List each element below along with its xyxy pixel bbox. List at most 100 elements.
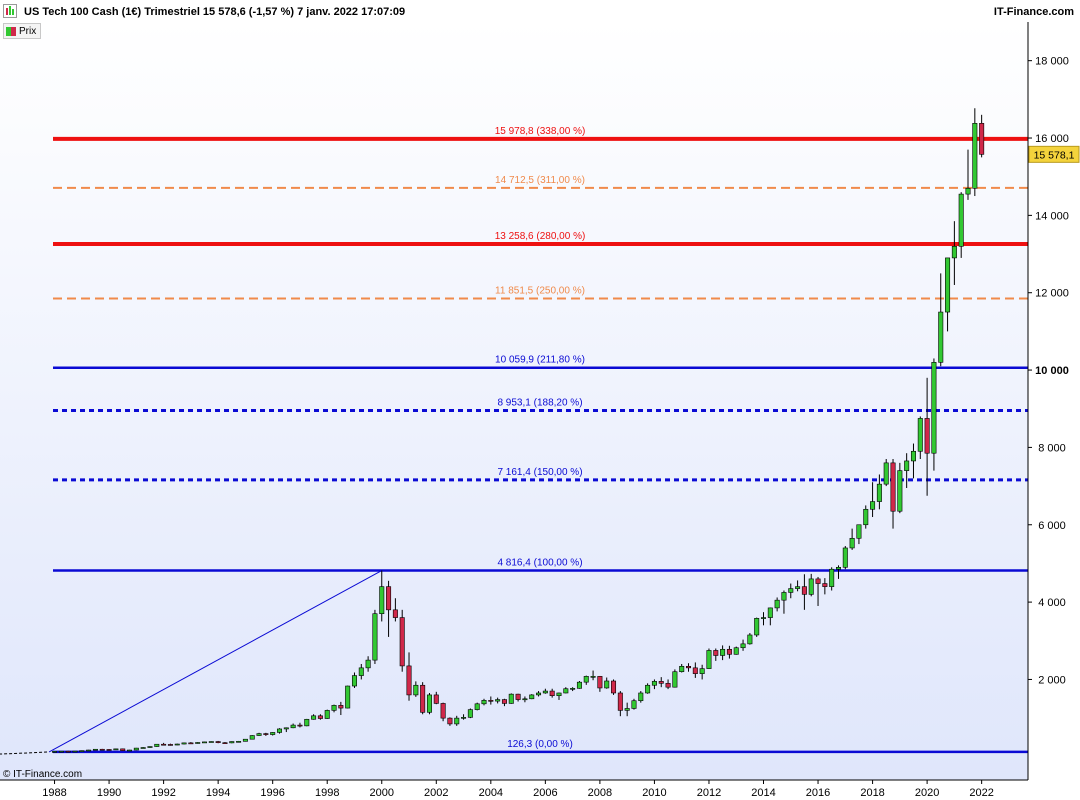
candle-body[interactable] <box>426 694 432 713</box>
candle-body[interactable] <box>208 741 214 743</box>
candle-body[interactable] <box>597 676 603 689</box>
candle-body[interactable] <box>154 743 160 747</box>
candle-body[interactable] <box>951 246 957 259</box>
candle-body[interactable] <box>801 586 807 595</box>
candle-body[interactable] <box>611 680 617 694</box>
candle-body[interactable] <box>79 750 85 752</box>
candle-body[interactable] <box>379 586 385 615</box>
candle-body[interactable] <box>508 693 514 704</box>
candle-body[interactable] <box>236 741 242 743</box>
candle-body[interactable] <box>256 733 262 736</box>
candle-body[interactable] <box>965 187 971 195</box>
candle-body[interactable] <box>761 617 767 619</box>
candle-body[interactable] <box>849 537 855 549</box>
candle-body[interactable] <box>876 483 882 502</box>
candle-body[interactable] <box>406 665 412 696</box>
candle-body[interactable] <box>542 690 548 694</box>
candle-body[interactable] <box>440 703 446 719</box>
candle-body[interactable] <box>461 717 467 719</box>
candle-body[interactable] <box>945 257 951 313</box>
candle-body[interactable] <box>692 667 698 674</box>
candle-body[interactable] <box>345 685 351 709</box>
candle-body[interactable] <box>679 665 685 673</box>
candle-body[interactable] <box>420 684 426 713</box>
candle-body[interactable] <box>638 692 644 702</box>
candle-body[interactable] <box>99 748 105 751</box>
candle-body[interactable] <box>106 749 112 751</box>
candle-body[interactable] <box>86 749 92 752</box>
candle-body[interactable] <box>733 647 739 655</box>
candle-body[interactable] <box>331 705 337 711</box>
candle-body[interactable] <box>65 750 71 753</box>
candle-body[interactable] <box>474 703 480 710</box>
candle-body[interactable] <box>590 676 596 678</box>
candle-body[interactable] <box>972 123 978 189</box>
candle-body[interactable] <box>215 741 221 743</box>
candle-body[interactable] <box>351 675 357 687</box>
candle-body[interactable] <box>120 748 126 751</box>
candle-body[interactable] <box>72 750 78 753</box>
candle-body[interactable] <box>576 681 582 689</box>
candle-body[interactable] <box>290 724 296 729</box>
candle-body[interactable] <box>788 588 794 593</box>
candle-body[interactable] <box>304 718 310 727</box>
candle-body[interactable] <box>495 699 501 702</box>
candle-body[interactable] <box>536 692 542 696</box>
candle-body[interactable] <box>665 683 671 688</box>
candle-body[interactable] <box>188 742 194 745</box>
candle-body[interactable] <box>658 681 664 684</box>
candle-body[interactable] <box>556 692 562 696</box>
candle-body[interactable] <box>202 741 208 744</box>
candle-body[interactable] <box>583 676 589 683</box>
candle-body[interactable] <box>897 470 903 512</box>
candle-body[interactable] <box>311 715 317 720</box>
candle-body[interactable] <box>767 607 773 618</box>
candle-body[interactable] <box>726 648 732 655</box>
candle-body[interactable] <box>747 634 753 645</box>
candle-body[interactable] <box>522 698 528 701</box>
candle-body[interactable] <box>433 694 439 704</box>
chart-menu-icon[interactable] <box>3 4 17 18</box>
candle-body[interactable] <box>631 700 637 709</box>
candle-body[interactable] <box>372 613 378 661</box>
candle-body[interactable] <box>242 738 248 742</box>
candle-body[interactable] <box>263 733 269 735</box>
candle-body[interactable] <box>167 744 173 746</box>
candle-body[interactable] <box>856 524 862 539</box>
candle-body[interactable] <box>924 418 930 454</box>
candle-body[interactable] <box>386 586 392 611</box>
candle-body[interactable] <box>113 748 119 751</box>
candle-body[interactable] <box>52 751 58 753</box>
candle-body[interactable] <box>392 609 398 618</box>
candle-body[interactable] <box>365 659 371 669</box>
candle-body[interactable] <box>488 700 494 702</box>
candle-body[interactable] <box>617 692 623 711</box>
candle-body[interactable] <box>795 586 801 589</box>
candle-body[interactable] <box>645 684 651 694</box>
candle-body[interactable] <box>686 665 692 669</box>
candle-body[interactable] <box>958 193 964 247</box>
candle-body[interactable] <box>270 732 276 735</box>
candle-body[interactable] <box>297 724 303 727</box>
candle-body[interactable] <box>713 650 719 656</box>
candle-body[interactable] <box>863 508 869 526</box>
candle-body[interactable] <box>317 715 323 719</box>
candle-body[interactable] <box>931 362 937 454</box>
candle-body[interactable] <box>672 671 678 688</box>
candle-body[interactable] <box>454 717 460 725</box>
candle-body[interactable] <box>883 462 889 485</box>
candle-body[interactable] <box>147 746 153 748</box>
candle-body[interactable] <box>161 743 167 746</box>
candle-body[interactable] <box>842 547 848 568</box>
candle-body[interactable] <box>774 599 780 609</box>
candle-body[interactable] <box>829 568 835 587</box>
candle-body[interactable] <box>92 748 98 751</box>
candle-body[interactable] <box>338 705 344 709</box>
trend-line[interactable] <box>48 570 382 753</box>
candle-body[interactable] <box>467 709 473 718</box>
candle-body[interactable] <box>229 741 235 744</box>
candle-body[interactable] <box>604 680 610 689</box>
candle-body[interactable] <box>938 311 944 363</box>
candle-body[interactable] <box>529 694 535 700</box>
